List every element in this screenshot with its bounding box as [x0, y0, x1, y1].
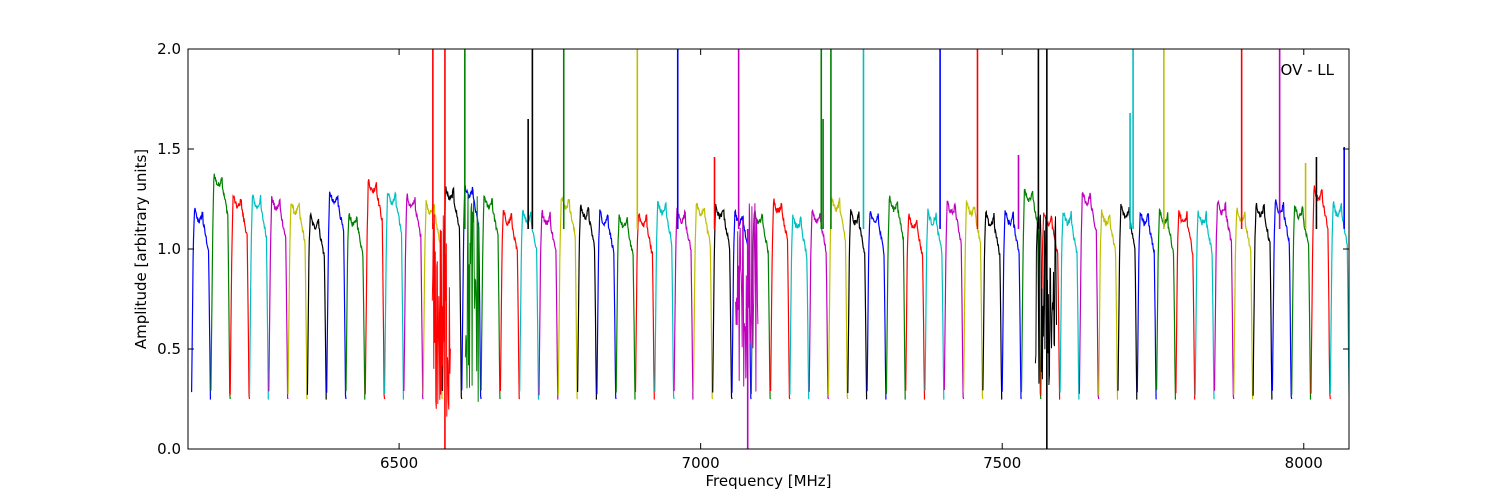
series-band-line	[885, 195, 906, 400]
series-band-line	[789, 214, 810, 400]
series-band-line	[596, 209, 617, 400]
x-tick-label: 7500	[983, 454, 1021, 472]
noise-region	[464, 192, 480, 402]
series-band-line	[229, 194, 251, 400]
noise-region	[735, 203, 759, 392]
series-band-line	[1156, 207, 1176, 400]
series-band-line	[345, 213, 366, 400]
x-tick-label: 8000	[1285, 454, 1323, 472]
series-band-line	[441, 186, 463, 400]
series-band-line	[634, 213, 655, 400]
y-axis-label: Amplitude [arbitrary units]	[132, 149, 150, 349]
y-tick-label: 1.5	[157, 140, 181, 158]
series-band-line	[615, 214, 636, 400]
series-band-line	[808, 208, 830, 400]
series-band-line	[905, 213, 926, 400]
series-band-line	[1252, 202, 1273, 400]
series-band-line	[712, 203, 733, 400]
series-band-line	[1213, 199, 1235, 400]
series-band-line	[1136, 211, 1157, 400]
series-band-line	[1175, 210, 1196, 400]
series-band-line	[1078, 191, 1100, 400]
y-tick-label: 0.0	[157, 440, 181, 458]
noise-region	[431, 214, 451, 417]
series-band-line	[499, 209, 521, 400]
y-tick-label: 1.0	[157, 240, 181, 258]
series-band-line	[364, 179, 386, 400]
series-band-line	[1040, 212, 1061, 400]
series-band-line	[1098, 209, 1119, 400]
series-band-line	[326, 191, 347, 400]
ticks: 6500 7000 7500 8000 0.0 0.5 1.0 1.5 2.0	[157, 40, 1349, 472]
series-band-line	[1001, 210, 1022, 400]
series-band-line	[963, 200, 984, 400]
series-band-line	[924, 208, 945, 400]
series-band-line	[692, 202, 714, 400]
y-tick-label: 0.5	[157, 340, 181, 358]
series-band-line	[1310, 185, 1331, 400]
series-band-line	[1329, 201, 1349, 400]
series-band-line	[191, 207, 211, 400]
series-band-line	[654, 200, 675, 400]
series-band-line	[287, 202, 308, 400]
series-band-line	[1271, 199, 1293, 400]
series-band-line	[982, 209, 1003, 400]
series-band-line	[403, 193, 424, 400]
series-band-line	[557, 196, 579, 400]
series-band-line	[1059, 210, 1080, 400]
noise-region	[1034, 214, 1057, 386]
series-band-line	[268, 196, 289, 400]
x-tick-label: 6500	[380, 454, 418, 472]
y-tick-label: 2.0	[157, 40, 181, 58]
series-band-line	[577, 204, 597, 400]
series-band-line	[306, 211, 327, 400]
x-axis-label: Frequency [MHz]	[705, 472, 831, 490]
x-tick-label: 7000	[682, 454, 720, 472]
series-band-line	[519, 209, 540, 400]
panel-annotation: OV - LL	[1281, 61, 1335, 79]
series-band-line	[827, 196, 849, 400]
series-band-line	[1194, 210, 1215, 400]
series-band-line	[1233, 207, 1254, 400]
series-band-line	[673, 207, 694, 400]
series-band-line	[480, 195, 501, 400]
series-band-line	[210, 173, 231, 400]
series-band-line	[1117, 203, 1138, 400]
plot-content	[191, 49, 1349, 449]
series-band-line	[847, 209, 868, 400]
series-band-line	[770, 198, 791, 400]
series-band-line	[248, 194, 269, 400]
series-band-line	[1291, 204, 1312, 400]
series-band-line	[866, 211, 887, 400]
series-band-line	[538, 209, 559, 400]
series-band-line	[943, 200, 965, 400]
series-band-line	[384, 191, 404, 400]
